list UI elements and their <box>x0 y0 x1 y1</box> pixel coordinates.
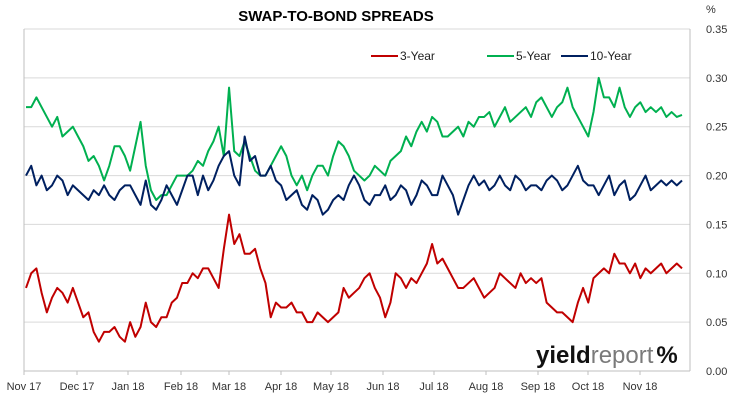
y-tick-label: 0.25 <box>706 122 727 134</box>
x-tick-label: Mar 18 <box>212 381 246 393</box>
x-tick-label: Aug 18 <box>469 381 504 393</box>
x-tick-label: Apr 18 <box>265 381 297 393</box>
grid-lines <box>24 28 690 372</box>
logo-part-percent: % <box>656 342 677 369</box>
logo-part-report: report <box>591 342 654 369</box>
axes: 0.00 0.05 0.10 0.15 0.20 0.25 0.30 0.35 Nov 17 De… <box>7 24 728 393</box>
x-tick-label: Jun 18 <box>366 381 399 393</box>
series-line-3-year <box>25 213 683 343</box>
y-tick-label: 0.35 <box>706 24 727 36</box>
y-tick-label: 0.00 <box>706 366 727 378</box>
legend-label-10-year: 10-Year <box>590 49 632 63</box>
y-axis-unit: % <box>706 4 716 16</box>
chart-title: SWAP-TO-BOND SPREADS <box>238 8 434 25</box>
series-line-5-year <box>26 76 683 201</box>
y-tick-label: 0.20 <box>706 171 727 183</box>
x-tick-label: Feb 18 <box>164 381 198 393</box>
legend-label-3-year: 3-Year <box>400 49 435 63</box>
legend-label-5-year: 5-Year <box>516 49 551 63</box>
legend: 3-Year 5-Year 10-Year <box>371 49 632 63</box>
y-tick-label: 0.15 <box>706 219 727 231</box>
x-tick-label: Jul 18 <box>419 381 448 393</box>
yieldreport-logo: yieldreport% <box>536 342 678 369</box>
series-line-10-year <box>25 135 683 216</box>
logo-part-yield: yield <box>536 342 591 369</box>
svg-text:yieldreport%: yieldreport% <box>536 342 678 369</box>
x-tick-label: Dec 17 <box>60 381 95 393</box>
y-tick-label: 0.10 <box>706 268 727 280</box>
x-tick-label: Nov 17 <box>7 381 42 393</box>
x-tick-label: Nov 18 <box>623 381 658 393</box>
y-tick-label: 0.30 <box>706 73 727 85</box>
series-lines <box>25 76 683 343</box>
x-tick-label: May 18 <box>313 381 349 393</box>
x-tick-label: Oct 18 <box>572 381 604 393</box>
x-tick-label: Sep 18 <box>521 381 556 393</box>
x-tick-label: Jan 18 <box>111 381 144 393</box>
y-tick-label: 0.05 <box>706 317 727 329</box>
